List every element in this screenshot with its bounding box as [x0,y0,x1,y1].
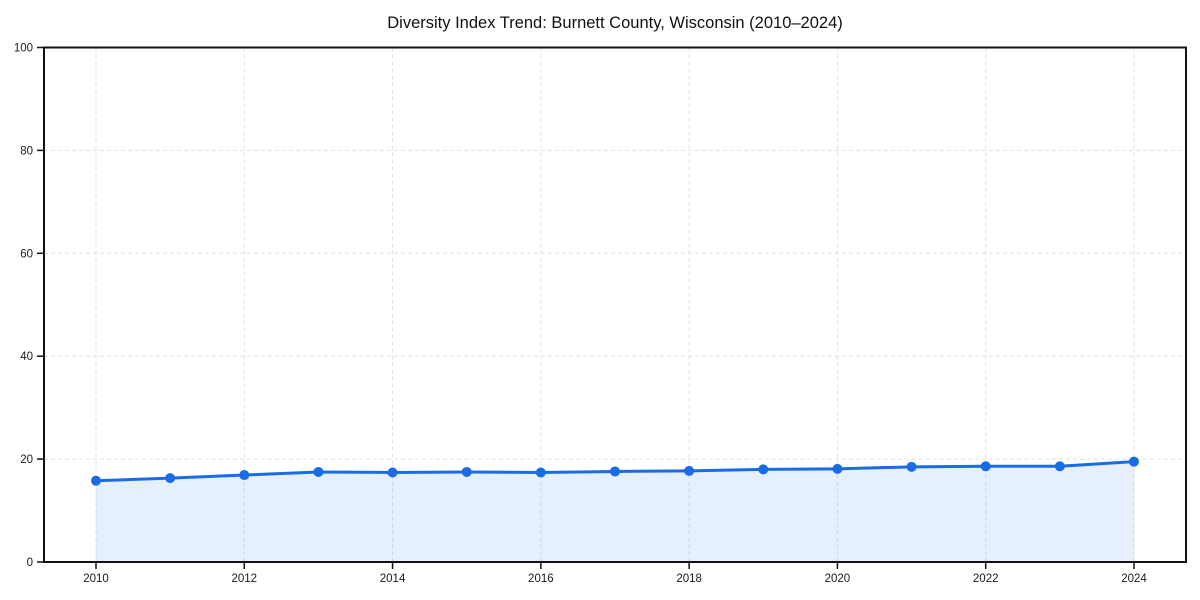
data-point [165,473,176,484]
data-point [91,475,101,486]
data-point [461,466,472,477]
data-point [906,461,917,472]
data-point [758,464,769,475]
x-tick-label: 2014 [380,573,406,585]
x-tick-label: 2024 [1121,573,1147,585]
axes-frame-layer [43,46,1187,563]
x-tick-label: 2012 [231,573,257,585]
tick-layer: 0 20 40 60 80 100 2010 2012 2014 2016 2018 2020 2022… [14,43,1148,586]
x-tick-label: 2018 [676,573,702,585]
y-tick-label: 0 [27,557,33,569]
data-point [832,463,843,474]
y-tick-label: 40 [20,351,33,363]
y-tick-label: 100 [14,43,33,55]
data-point [980,461,991,472]
x-tick-label: 2020 [825,573,851,585]
data-point [684,465,695,476]
x-tick-label: 2010 [83,573,109,585]
series-layer [91,456,1139,562]
data-point [313,466,324,477]
y-tick-label: 60 [20,248,33,260]
x-tick-label: 2016 [528,573,554,585]
data-point [1054,461,1065,472]
data-point [1129,456,1139,467]
data-point [535,467,546,478]
data-point [610,466,620,477]
y-tick-label: 80 [20,145,33,157]
y-tick-label: 20 [20,454,33,466]
data-point [387,467,398,478]
area-fill [96,461,1134,562]
x-tick-label: 2022 [973,573,999,585]
data-point [239,470,250,481]
chart-title: Diversity Index Trend: Burnett County, W… [387,14,843,32]
plot-frame [43,46,1187,563]
